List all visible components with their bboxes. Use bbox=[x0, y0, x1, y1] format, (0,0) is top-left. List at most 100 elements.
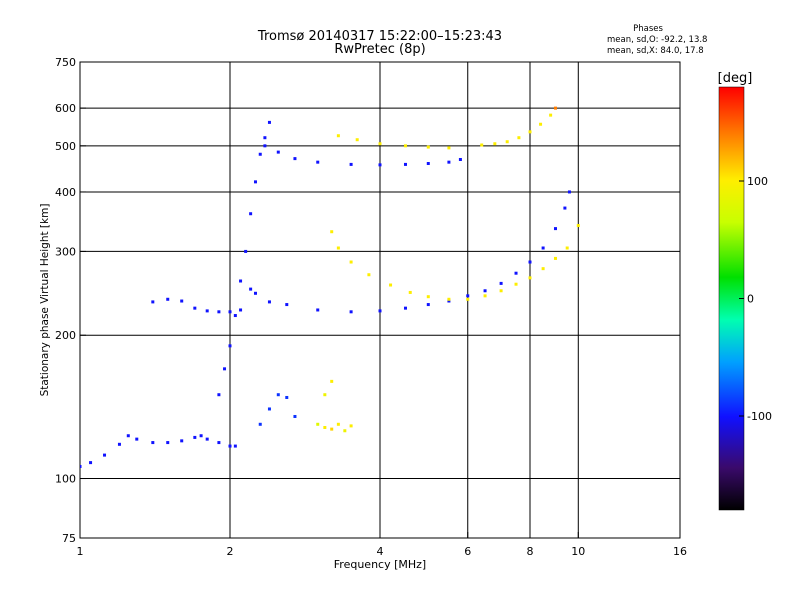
data-point bbox=[205, 309, 209, 313]
data-point bbox=[553, 256, 557, 260]
data-point bbox=[528, 276, 532, 280]
data-point bbox=[117, 442, 121, 446]
data-point bbox=[151, 300, 155, 304]
phases-o-stats: mean, sd,O: -92.2, 13.8 bbox=[607, 35, 707, 45]
data-point bbox=[316, 308, 320, 312]
x-tick-label: 1 bbox=[77, 545, 84, 558]
data-point bbox=[378, 163, 382, 167]
data-point bbox=[408, 290, 412, 294]
data-point bbox=[483, 289, 487, 293]
data-point bbox=[466, 297, 470, 301]
data-point bbox=[89, 461, 93, 465]
data-point bbox=[349, 260, 353, 264]
data-point bbox=[263, 136, 267, 140]
data-point bbox=[447, 160, 451, 164]
data-point bbox=[217, 441, 221, 445]
data-point bbox=[349, 424, 353, 428]
data-point bbox=[199, 434, 203, 438]
data-point bbox=[316, 422, 320, 426]
data-point bbox=[233, 444, 237, 448]
data-point bbox=[528, 130, 532, 134]
y-tick-label: 75 bbox=[62, 532, 76, 545]
y-tick-label: 750 bbox=[55, 56, 76, 69]
x-tick-label: 6 bbox=[464, 545, 471, 558]
data-point bbox=[293, 414, 297, 418]
data-point bbox=[389, 283, 393, 287]
data-point bbox=[80, 464, 82, 468]
phases-x-stats: mean, sd,X: 84.0, 17.8 bbox=[607, 46, 704, 56]
data-point bbox=[563, 206, 567, 210]
plot-grid bbox=[80, 62, 680, 538]
data-point bbox=[378, 142, 382, 146]
data-point bbox=[330, 379, 334, 383]
data-point bbox=[447, 297, 451, 301]
data-point bbox=[553, 106, 557, 110]
data-point bbox=[553, 227, 557, 231]
data-point bbox=[253, 291, 257, 295]
y-axis-label: Stationary phase Virtual Height [km] bbox=[39, 204, 51, 397]
x-tick-label: 4 bbox=[377, 545, 384, 558]
data-point bbox=[228, 344, 232, 348]
data-point bbox=[276, 393, 280, 397]
data-point bbox=[223, 367, 227, 371]
data-point bbox=[166, 441, 170, 445]
data-point bbox=[499, 281, 503, 285]
colorbar-ticks: 100 0 -100 bbox=[739, 175, 772, 423]
y-tick-label: 400 bbox=[55, 186, 76, 199]
data-point bbox=[426, 303, 430, 307]
data-point bbox=[458, 157, 462, 161]
data-point bbox=[316, 160, 320, 164]
data-point bbox=[330, 427, 334, 431]
data-point bbox=[330, 230, 334, 234]
y-axis: 75 100 200 300 400 500 600 750 bbox=[55, 56, 86, 545]
data-points bbox=[80, 106, 580, 468]
data-point bbox=[367, 273, 371, 277]
data-point bbox=[217, 310, 221, 314]
data-point bbox=[355, 138, 359, 142]
data-point bbox=[180, 299, 184, 303]
data-point bbox=[426, 162, 430, 166]
data-point bbox=[403, 162, 407, 166]
x-tick-label: 2 bbox=[227, 545, 234, 558]
data-point bbox=[267, 120, 271, 124]
data-point bbox=[499, 289, 503, 293]
data-point bbox=[567, 190, 571, 194]
x-tick-label: 10 bbox=[571, 545, 585, 558]
data-point bbox=[514, 282, 518, 286]
chart-title: Tromsø 20140317 15:22:00–15:23:43 bbox=[257, 29, 502, 44]
y-tick-label: 100 bbox=[55, 473, 76, 486]
x-tick-label: 8 bbox=[527, 545, 534, 558]
data-point bbox=[378, 309, 382, 313]
data-point bbox=[228, 444, 232, 448]
data-point bbox=[343, 429, 347, 433]
data-point bbox=[323, 393, 327, 397]
y-tick-label: 600 bbox=[55, 102, 76, 115]
data-point bbox=[180, 439, 184, 443]
data-point bbox=[323, 425, 327, 429]
data-point bbox=[285, 303, 289, 307]
data-point bbox=[258, 152, 262, 156]
data-point bbox=[276, 150, 280, 154]
data-point bbox=[205, 437, 209, 441]
x-axis: 1 2 4 6 8 10 16 bbox=[77, 532, 687, 558]
data-point bbox=[349, 162, 353, 166]
data-point bbox=[426, 295, 430, 299]
data-point bbox=[549, 113, 553, 117]
data-point bbox=[126, 434, 130, 438]
data-point bbox=[267, 300, 271, 304]
data-point bbox=[349, 310, 353, 314]
data-point bbox=[193, 435, 197, 439]
data-point bbox=[293, 157, 297, 161]
data-point bbox=[285, 395, 289, 399]
data-point bbox=[541, 246, 545, 250]
data-point bbox=[528, 260, 532, 264]
data-point bbox=[426, 145, 430, 149]
data-point bbox=[228, 310, 232, 314]
data-point bbox=[505, 140, 509, 144]
data-point bbox=[447, 299, 451, 303]
colorbar-label: [deg] bbox=[718, 71, 753, 86]
data-point bbox=[403, 144, 407, 148]
chart-subtitle: RwPretec (8p) bbox=[334, 42, 425, 57]
data-point bbox=[466, 294, 470, 298]
